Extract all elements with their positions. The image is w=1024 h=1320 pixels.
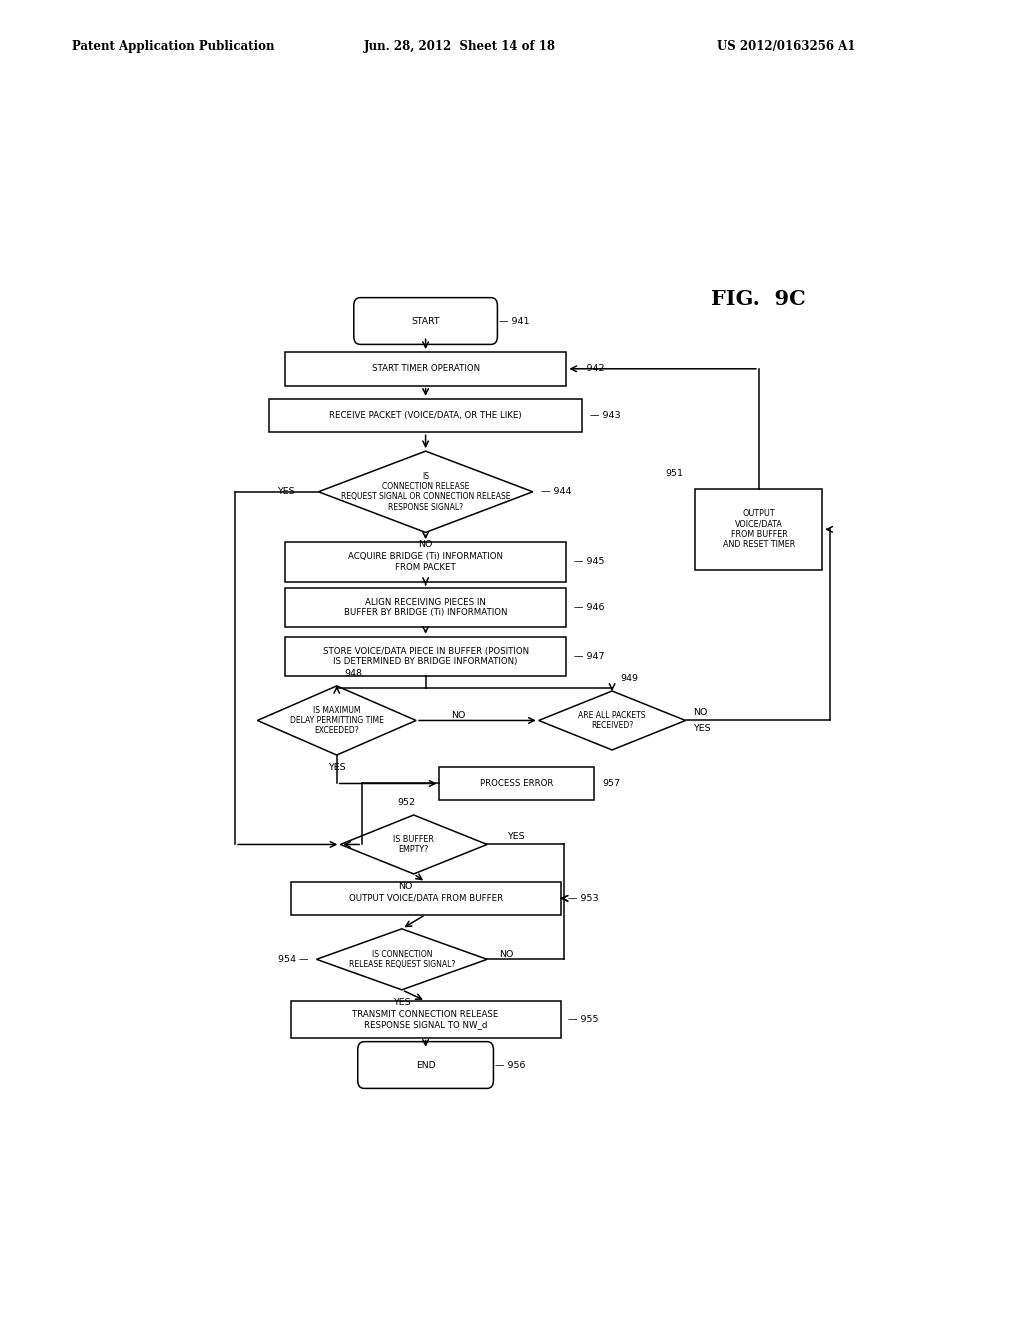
Text: — 947: — 947	[574, 652, 605, 661]
Text: — 955: — 955	[568, 1015, 599, 1024]
Polygon shape	[316, 929, 487, 990]
FancyBboxPatch shape	[357, 1041, 494, 1089]
Text: IS
CONNECTION RELEASE
REQUEST SIGNAL OR CONNECTION RELEASE
RESPONSE SIGNAL?: IS CONNECTION RELEASE REQUEST SIGNAL OR …	[341, 471, 510, 512]
Polygon shape	[539, 690, 685, 750]
Text: END: END	[416, 1060, 435, 1069]
Text: ARE ALL PACKETS
RECEIVED?: ARE ALL PACKETS RECEIVED?	[579, 710, 646, 730]
Bar	[291, 1001, 560, 1038]
Text: 952: 952	[397, 799, 416, 808]
Text: 951: 951	[666, 469, 684, 478]
Text: IS CONNECTION
RELEASE REQUEST SIGNAL?: IS CONNECTION RELEASE REQUEST SIGNAL?	[348, 949, 455, 969]
Text: ACQUIRE BRIDGE (Ti) INFORMATION
FROM PACKET: ACQUIRE BRIDGE (Ti) INFORMATION FROM PAC…	[348, 552, 503, 572]
Bar	[439, 767, 594, 800]
Bar	[285, 587, 566, 627]
Text: 957: 957	[602, 779, 621, 788]
Text: YES: YES	[328, 763, 345, 772]
Text: NO: NO	[419, 540, 433, 549]
Bar	[285, 543, 566, 582]
Bar	[285, 636, 566, 676]
Text: OUTPUT VOICE/DATA FROM BUFFER: OUTPUT VOICE/DATA FROM BUFFER	[348, 894, 503, 903]
Text: YES: YES	[693, 725, 711, 733]
Text: 948: 948	[345, 669, 362, 678]
Text: OUTPUT
VOICE/DATA
FROM BUFFER
AND RESET TIMER: OUTPUT VOICE/DATA FROM BUFFER AND RESET …	[723, 510, 795, 549]
Text: — 945: — 945	[574, 557, 605, 566]
Text: US 2012/0163256 A1: US 2012/0163256 A1	[717, 40, 855, 53]
Bar	[285, 352, 566, 385]
Text: — 944: — 944	[541, 487, 571, 496]
Text: ALIGN RECEIVING PIECES IN
BUFFER BY BRIDGE (Ti) INFORMATION: ALIGN RECEIVING PIECES IN BUFFER BY BRID…	[344, 598, 507, 618]
Text: RECEIVE PACKET (VOICE/DATA, OR THE LIKE): RECEIVE PACKET (VOICE/DATA, OR THE LIKE)	[330, 411, 522, 420]
Text: PROCESS ERROR: PROCESS ERROR	[480, 779, 554, 788]
Polygon shape	[340, 814, 487, 874]
Bar	[291, 882, 560, 915]
Text: 954 —: 954 —	[279, 954, 308, 964]
FancyBboxPatch shape	[353, 297, 498, 345]
Text: 949: 949	[620, 675, 638, 684]
Text: NO: NO	[499, 950, 513, 958]
Text: YES: YES	[507, 832, 524, 841]
Text: — 941: — 941	[499, 317, 529, 326]
Polygon shape	[318, 451, 532, 532]
Text: YES: YES	[278, 487, 295, 496]
Text: NO: NO	[693, 708, 708, 717]
Text: STORE VOICE/DATA PIECE IN BUFFER (POSITION
IS DETERMINED BY BRIDGE INFORMATION): STORE VOICE/DATA PIECE IN BUFFER (POSITI…	[323, 647, 528, 667]
Polygon shape	[257, 686, 416, 755]
Text: — 946: — 946	[574, 603, 605, 612]
Text: START TIMER OPERATION: START TIMER OPERATION	[372, 364, 479, 374]
Bar	[695, 488, 822, 570]
Text: — 942: — 942	[574, 364, 605, 374]
Text: TRANSMIT CONNECTION RELEASE
RESPONSE SIGNAL TO NW_d: TRANSMIT CONNECTION RELEASE RESPONSE SIG…	[352, 1010, 499, 1030]
Text: — 953: — 953	[568, 894, 599, 903]
Text: — 943: — 943	[590, 411, 621, 420]
Text: FIG.  9C: FIG. 9C	[712, 289, 806, 309]
Text: START: START	[412, 317, 440, 326]
Text: Jun. 28, 2012  Sheet 14 of 18: Jun. 28, 2012 Sheet 14 of 18	[364, 40, 555, 53]
Text: NO: NO	[398, 882, 413, 891]
Text: IS MAXIMUM
DELAY PERMITTING TIME
EXCEEDED?: IS MAXIMUM DELAY PERMITTING TIME EXCEEDE…	[290, 706, 384, 735]
Text: IS BUFFER
EMPTY?: IS BUFFER EMPTY?	[393, 834, 434, 854]
Text: NO: NO	[452, 711, 466, 719]
Text: — 956: — 956	[495, 1060, 525, 1069]
Bar	[269, 399, 583, 433]
Text: YES: YES	[393, 998, 411, 1007]
Text: Patent Application Publication: Patent Application Publication	[72, 40, 274, 53]
